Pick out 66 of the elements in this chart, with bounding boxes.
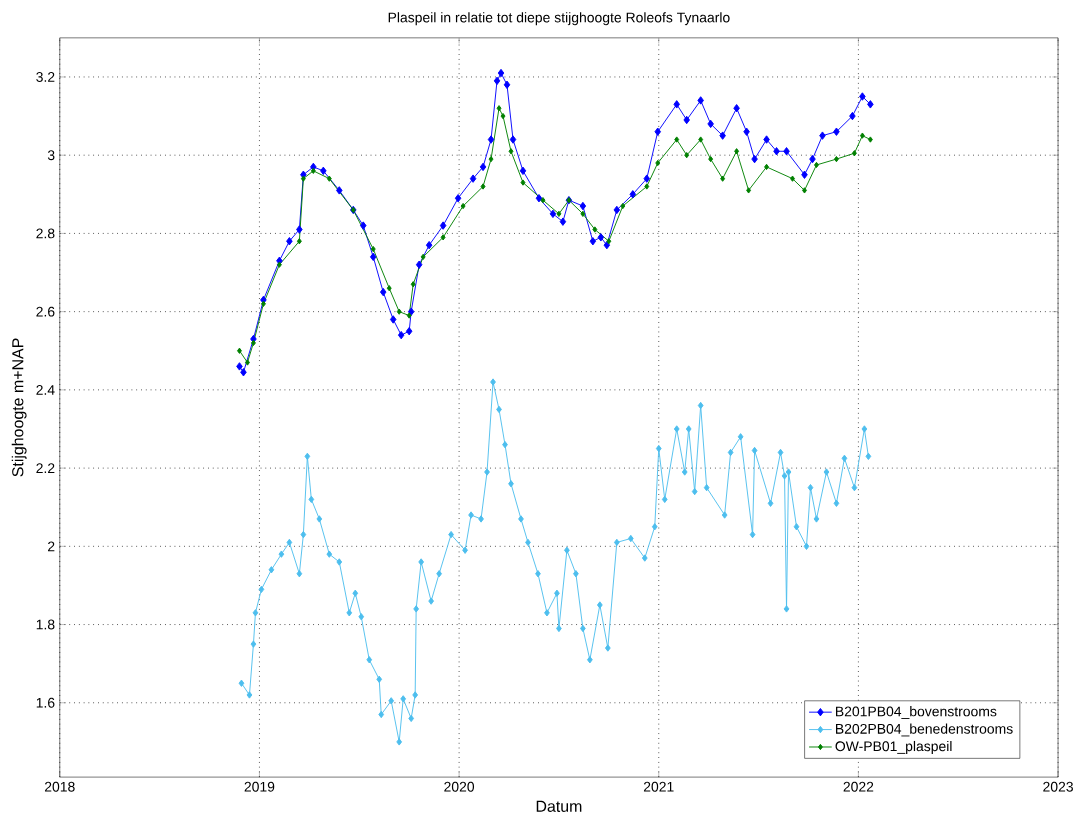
point (508, 148, 514, 155)
point (833, 156, 839, 163)
point (708, 156, 714, 163)
point (406, 312, 412, 319)
y-tick-label: 2.2 (36, 463, 55, 473)
point (237, 347, 242, 354)
point (859, 132, 865, 139)
point (720, 175, 726, 182)
point (540, 197, 546, 204)
point (520, 179, 526, 186)
x-tick-label: 2019 (244, 781, 275, 792)
x-tick-label: 2022 (843, 781, 874, 792)
point (867, 136, 873, 143)
point (556, 210, 562, 218)
point (370, 245, 376, 253)
point (764, 163, 770, 171)
point (276, 261, 282, 268)
y-tick-label: 2.6 (36, 306, 55, 317)
point (460, 202, 466, 210)
point (734, 148, 740, 155)
x-tick-label: 2018 (44, 781, 75, 792)
x-tick-label: 2020 (444, 781, 475, 792)
point (592, 226, 598, 233)
chart-title: Plaspeil in relatie tot diepe stijghoogte Roleofs Tynaarlo (388, 12, 730, 26)
point (606, 238, 612, 245)
point (245, 359, 250, 366)
point (684, 152, 690, 159)
point (440, 234, 446, 241)
point (250, 339, 256, 347)
point (300, 175, 306, 182)
y-tick-label: 1.8 (36, 619, 55, 630)
y-tick-label: 2.8 (36, 228, 55, 239)
point (410, 281, 416, 288)
point (326, 175, 332, 182)
point (790, 175, 795, 182)
y-tick-label: 1.6 (36, 697, 55, 708)
x-axis-title: Datum (536, 800, 582, 812)
point (746, 187, 752, 194)
x-tick-label: 2021 (643, 781, 674, 792)
legend-label: OW-PB01_plaspeil (835, 740, 952, 754)
point (620, 202, 626, 210)
point (260, 300, 266, 307)
point (644, 183, 650, 190)
point (655, 159, 661, 167)
point (488, 156, 494, 163)
point (420, 253, 426, 261)
y-axis-title: Stijghoogte m+NAP (11, 338, 27, 477)
point (396, 308, 402, 315)
y-tick-label: 2.4 (36, 385, 55, 395)
point (480, 183, 486, 190)
legend-label: B202PB04_benedenstrooms (836, 723, 1013, 737)
x-tick-label: 2023 (1043, 781, 1073, 792)
point (296, 238, 302, 245)
y-tick-label: 3 (47, 150, 55, 161)
y-tick-label: 3.2 (36, 72, 55, 82)
point (851, 150, 857, 157)
point (386, 285, 392, 292)
legend-label: B201PB04_bovenstrooms (836, 706, 997, 720)
point (802, 187, 807, 194)
point (310, 167, 316, 174)
point (500, 112, 506, 120)
point (698, 136, 704, 143)
y-tick-label: 2 (48, 541, 55, 552)
point (580, 210, 586, 218)
point (496, 105, 502, 112)
point (674, 136, 680, 143)
